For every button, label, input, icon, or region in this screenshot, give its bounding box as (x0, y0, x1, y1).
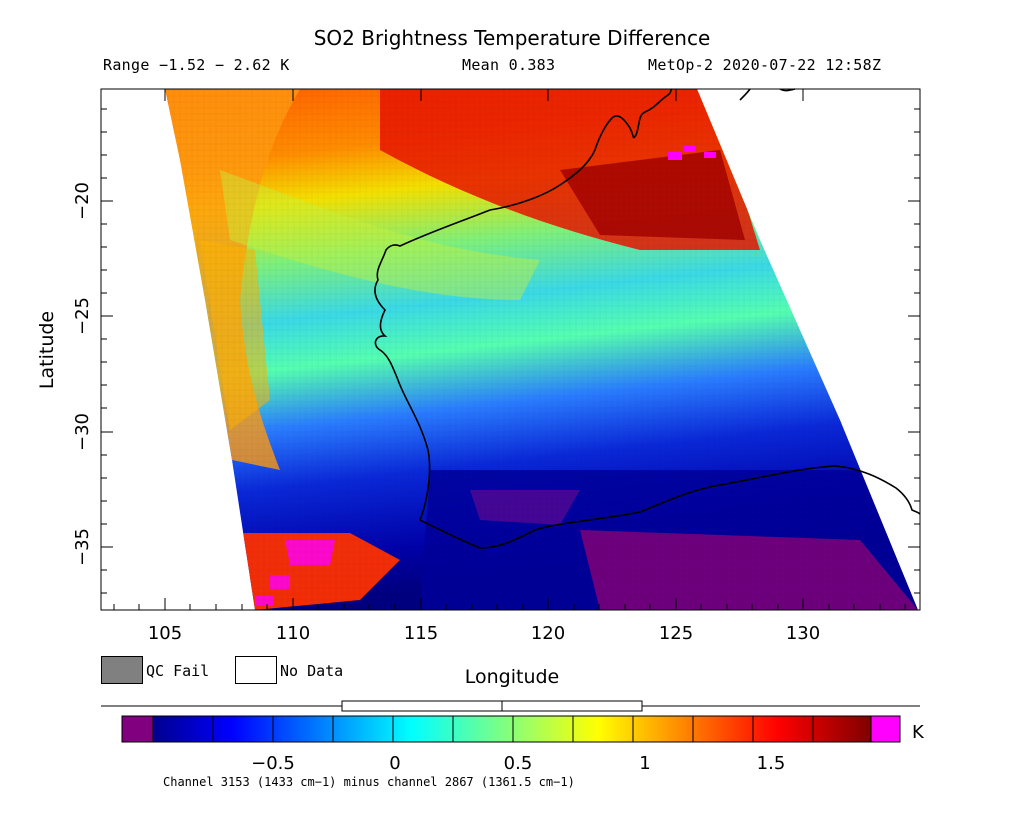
x-tick-label-105: 105 (148, 623, 182, 644)
coastline-south (419, 465, 921, 549)
colorbar-label-0: 0 (389, 753, 400, 774)
no-data-label: No Data (280, 662, 344, 680)
x-axis-ticks (113, 89, 906, 610)
qc-fail-swatch (101, 656, 143, 684)
colorbar (153, 716, 871, 742)
y-axis-title: Latitude (36, 311, 58, 389)
x-tick-label-125: 125 (659, 623, 693, 644)
y-tick-label-25: −25 (72, 297, 93, 335)
colorbar-under (122, 716, 153, 742)
colorbar-label-15: 1.5 (757, 753, 786, 774)
satellite-text: MetOp-2 2020-07-22 12:58Z (648, 56, 882, 74)
x-tick-label-130: 130 (786, 623, 820, 644)
colorbar-label-05: 0.5 (504, 753, 533, 774)
colorbar-label-1: 1 (639, 753, 650, 774)
plot-frame (100, 88, 921, 611)
no-data-swatch (235, 656, 277, 684)
x-axis-title: Longitude (465, 666, 560, 688)
y-tick-label-35: −35 (72, 528, 93, 566)
y-axis-ticks (101, 108, 920, 594)
x-tick-label-110: 110 (276, 623, 310, 644)
y-tick-label-30: −30 (72, 413, 93, 451)
colorbar-label-neg05: −0.5 (251, 753, 295, 774)
map-title: SO2 Brightness Temperature Difference (313, 26, 711, 50)
coastline (374, 88, 673, 521)
mean-text: Mean 0.383 (462, 56, 556, 74)
channel-footnote: Channel 3153 (1433 cm−1) minus channel 2… (163, 775, 575, 789)
range-text: Range −1.52 − 2.62 K (103, 56, 290, 74)
x-tick-label-120: 120 (531, 623, 565, 644)
y-tick-label-20: −20 (72, 182, 93, 220)
x-tick-label-115: 115 (404, 623, 438, 644)
mean-range-box (341, 700, 643, 712)
colorbar-unit: K (912, 722, 925, 743)
qc-fail-label: QC Fail (146, 662, 210, 680)
colorbar-ticks (152, 716, 872, 742)
colorbar-over (871, 716, 900, 742)
